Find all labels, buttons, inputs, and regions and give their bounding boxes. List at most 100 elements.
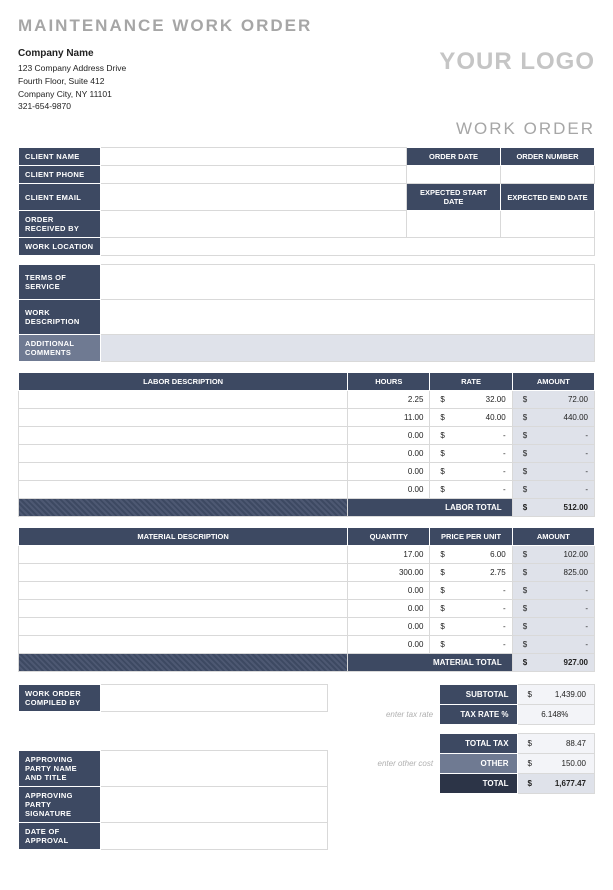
table-cell[interactable]: $- [430, 481, 512, 499]
table-cell[interactable]: $- [512, 636, 594, 654]
table-cell[interactable]: 0.00 [348, 427, 430, 445]
table-cell[interactable]: 11.00 [348, 409, 430, 427]
summary-totaltax-lbl: TOTAL TAX [440, 734, 517, 754]
label-work-desc: WORK DESCRIPTION [19, 300, 101, 335]
table-cell[interactable]: 0.00 [348, 463, 430, 481]
header-row: Company Name 123 Company Address Drive F… [18, 48, 595, 113]
label-client-name: CLIENT NAME [19, 148, 101, 166]
labor-total-label: LABOR TOTAL [348, 499, 513, 517]
table-cell[interactable]: $440.00 [512, 409, 594, 427]
labor-hdr-amount: AMOUNT [512, 373, 594, 391]
material-total-value: $927.00 [512, 654, 594, 672]
table-cell[interactable] [19, 463, 348, 481]
table-cell[interactable]: 2.25 [348, 391, 430, 409]
company-city: Company City, NY 11101 [18, 88, 126, 101]
summary-subtotal-lbl: SUBTOTAL [440, 685, 517, 705]
labor-table: LABOR DESCRIPTION HOURS RATE AMOUNT 2.25… [18, 372, 595, 517]
table-cell[interactable]: $- [512, 427, 594, 445]
table-cell[interactable]: $2.75 [430, 564, 512, 582]
table-cell[interactable]: $102.00 [512, 546, 594, 564]
table-cell[interactable]: $- [512, 582, 594, 600]
table-cell[interactable]: $72.00 [512, 391, 594, 409]
table-cell[interactable]: $40.00 [430, 409, 512, 427]
table-cell[interactable]: $- [430, 582, 512, 600]
table-cell[interactable]: $- [512, 463, 594, 481]
input-order-received[interactable] [101, 211, 407, 238]
company-addr1: 123 Company Address Drive [18, 62, 126, 75]
table-cell[interactable] [19, 481, 348, 499]
input-client-name[interactable] [101, 148, 407, 166]
summary-taxrate-lbl: TAX RATE % [440, 705, 517, 725]
table-cell[interactable]: $- [430, 636, 512, 654]
table-cell[interactable]: $- [430, 445, 512, 463]
label-approval-date: DATE OF APPROVAL [19, 823, 101, 850]
table-cell[interactable] [19, 409, 348, 427]
table-cell[interactable] [19, 600, 348, 618]
input-client-email[interactable] [101, 184, 407, 211]
table-cell[interactable]: $- [430, 463, 512, 481]
input-terms[interactable] [101, 265, 595, 300]
table-cell[interactable]: $32.00 [430, 391, 512, 409]
table-cell[interactable]: 300.00 [348, 564, 430, 582]
bottom-area: WORK ORDER COMPILED BY APPROVING PARTY N… [18, 684, 595, 850]
table-cell[interactable]: 0.00 [348, 445, 430, 463]
material-hdr-desc: MATERIAL DESCRIPTION [19, 528, 348, 546]
company-block: Company Name 123 Company Address Drive F… [18, 48, 126, 113]
table-cell[interactable]: $- [430, 618, 512, 636]
summary-total-lbl: TOTAL [440, 774, 517, 794]
table-cell[interactable]: 0.00 [348, 600, 430, 618]
labor-hdr-desc: LABOR DESCRIPTION [19, 373, 348, 391]
material-hdr-qty: QUANTITY [348, 528, 430, 546]
input-order-number[interactable] [501, 166, 595, 184]
input-work-desc[interactable] [101, 300, 595, 335]
table-cell[interactable]: 0.00 [348, 481, 430, 499]
summary-taxrate-val[interactable]: 6.148% [517, 705, 594, 725]
material-hatch [19, 654, 348, 672]
table-cell[interactable] [19, 546, 348, 564]
material-table: MATERIAL DESCRIPTION QUANTITY PRICE PER … [18, 527, 595, 672]
table-cell[interactable]: 0.00 [348, 582, 430, 600]
summary-other-val[interactable]: $150.00 [517, 754, 594, 774]
input-order-date[interactable] [407, 166, 501, 184]
labor-hdr-hours: HOURS [348, 373, 430, 391]
table-cell[interactable]: $825.00 [512, 564, 594, 582]
work-order-title: WORK ORDER [18, 119, 595, 139]
hint-blank3 [336, 774, 439, 794]
table-cell[interactable]: $- [512, 618, 594, 636]
table-cell[interactable] [19, 564, 348, 582]
table-cell[interactable]: $6.00 [430, 546, 512, 564]
table-cell[interactable] [19, 636, 348, 654]
material-total-label: MATERIAL TOTAL [348, 654, 513, 672]
page-title: MAINTENANCE WORK ORDER [18, 16, 595, 36]
table-cell[interactable] [19, 445, 348, 463]
table-cell[interactable] [19, 618, 348, 636]
input-comments[interactable] [101, 335, 595, 362]
label-approving-sig: APPROVING PARTY SIGNATURE [19, 787, 101, 823]
table-cell[interactable]: $- [430, 600, 512, 618]
table-cell[interactable]: 17.00 [348, 546, 430, 564]
table-cell[interactable]: $- [430, 427, 512, 445]
table-cell[interactable]: 0.00 [348, 636, 430, 654]
table-cell[interactable]: $- [512, 600, 594, 618]
table-cell[interactable] [19, 582, 348, 600]
input-compiled-by[interactable] [101, 685, 328, 712]
label-client-phone: CLIENT PHONE [19, 166, 101, 184]
hint-tax: enter tax rate [336, 705, 439, 725]
table-cell[interactable] [19, 427, 348, 445]
input-exp-start[interactable] [407, 211, 501, 238]
label-work-location: WORK LOCATION [19, 238, 101, 256]
table-cell[interactable] [19, 391, 348, 409]
table-cell[interactable]: $- [512, 445, 594, 463]
labor-hatch [19, 499, 348, 517]
label-exp-end: EXPECTED END DATE [501, 184, 595, 211]
input-exp-end[interactable] [501, 211, 595, 238]
label-comments: ADDITIONAL COMMENTS [19, 335, 101, 362]
input-approving-sig[interactable] [101, 787, 328, 823]
material-hdr-amount: AMOUNT [512, 528, 594, 546]
input-work-location[interactable] [101, 238, 595, 256]
input-approval-date[interactable] [101, 823, 328, 850]
input-approving-name[interactable] [101, 751, 328, 787]
table-cell[interactable]: $- [512, 481, 594, 499]
table-cell[interactable]: 0.00 [348, 618, 430, 636]
input-client-phone[interactable] [101, 166, 407, 184]
